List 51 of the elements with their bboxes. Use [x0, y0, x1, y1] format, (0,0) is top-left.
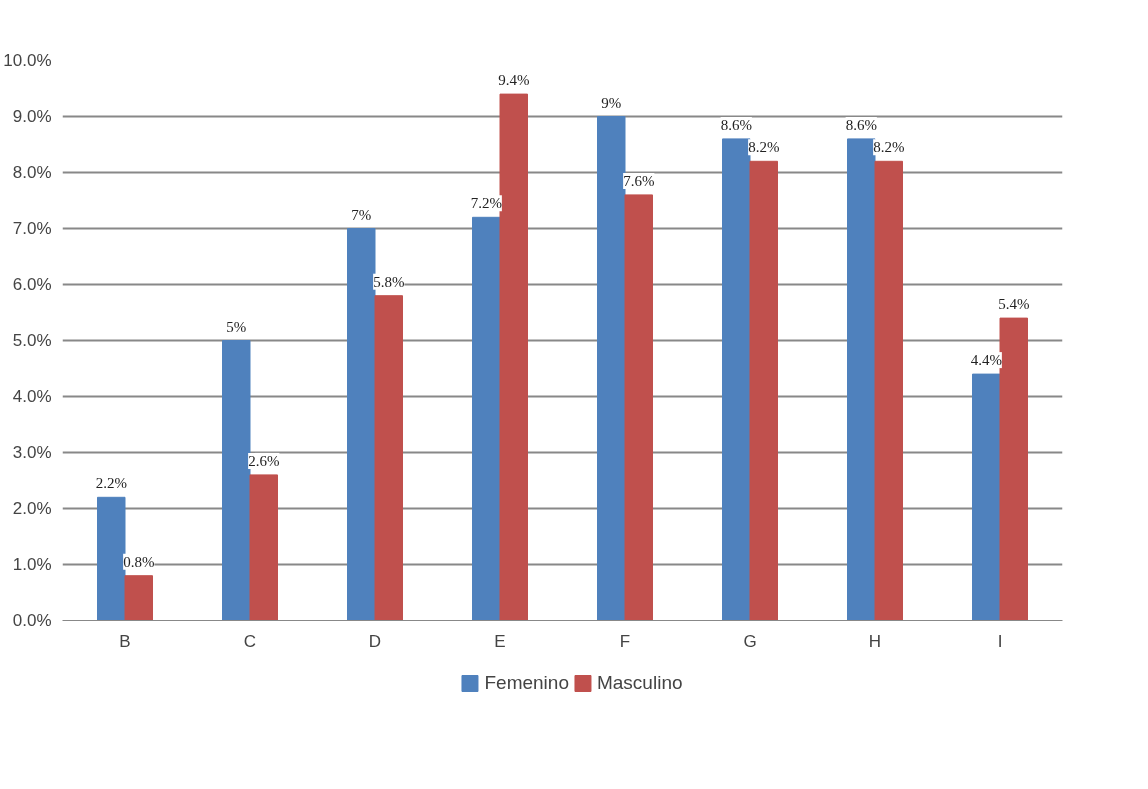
bar [749, 160, 778, 621]
data-label: 0.8% [123, 553, 155, 570]
data-label: 5% [226, 318, 247, 335]
y-tick-label: 6.0% [12, 275, 52, 294]
bar [597, 116, 626, 621]
legend-label: Femenino [484, 672, 569, 694]
data-label: 7.6% [623, 172, 655, 189]
data-label: 7% [351, 206, 372, 223]
data-label: 7.2% [470, 195, 502, 212]
data-label: 5.4% [998, 296, 1030, 313]
bar [124, 575, 153, 621]
bar [97, 496, 126, 621]
data-label: 8.6% [720, 116, 752, 133]
y-tick-label: 2.0% [12, 499, 52, 518]
y-tick-label: 10.0% [3, 51, 52, 70]
bar [347, 228, 376, 621]
bar [972, 373, 1001, 621]
x-tick-label: D [368, 631, 382, 651]
y-tick-label: 8.0% [12, 163, 52, 182]
y-tick-label: 1.0% [12, 555, 52, 574]
data-label: 2.6% [248, 452, 280, 469]
x-tick-label: F [619, 631, 631, 651]
x-tick-label: B [119, 631, 131, 651]
x-tick-label: H [868, 631, 882, 651]
x-tick-label: E [494, 631, 506, 651]
y-tick-label: 0.0% [12, 611, 52, 630]
data-label: 9.4% [498, 72, 530, 89]
legend-label: Masculino [596, 672, 683, 694]
x-tick-label: G [743, 631, 757, 651]
bar [847, 138, 876, 621]
y-tick-label: 3.0% [12, 443, 52, 462]
bar [472, 216, 501, 621]
y-tick-label: 5.0% [12, 331, 52, 350]
bar [874, 160, 903, 621]
bar [722, 138, 751, 621]
x-tick-label: I [997, 631, 1003, 651]
y-tick-label: 4.0% [12, 387, 52, 406]
data-label: 8.2% [873, 139, 905, 156]
data-label: 5.8% [373, 273, 405, 290]
bar [222, 340, 251, 621]
x-tick-label: C [243, 631, 257, 651]
data-label: 9% [601, 94, 622, 111]
y-tick-label: 9.0% [12, 107, 52, 126]
data-label: 2.2% [95, 475, 127, 492]
bar [249, 474, 278, 621]
data-label: 8.2% [748, 139, 780, 156]
data-label: 4.4% [970, 352, 1002, 369]
bar [374, 295, 403, 621]
bar [624, 194, 653, 621]
y-tick-label: 7.0% [12, 219, 52, 238]
data-label: 8.6% [845, 116, 877, 133]
